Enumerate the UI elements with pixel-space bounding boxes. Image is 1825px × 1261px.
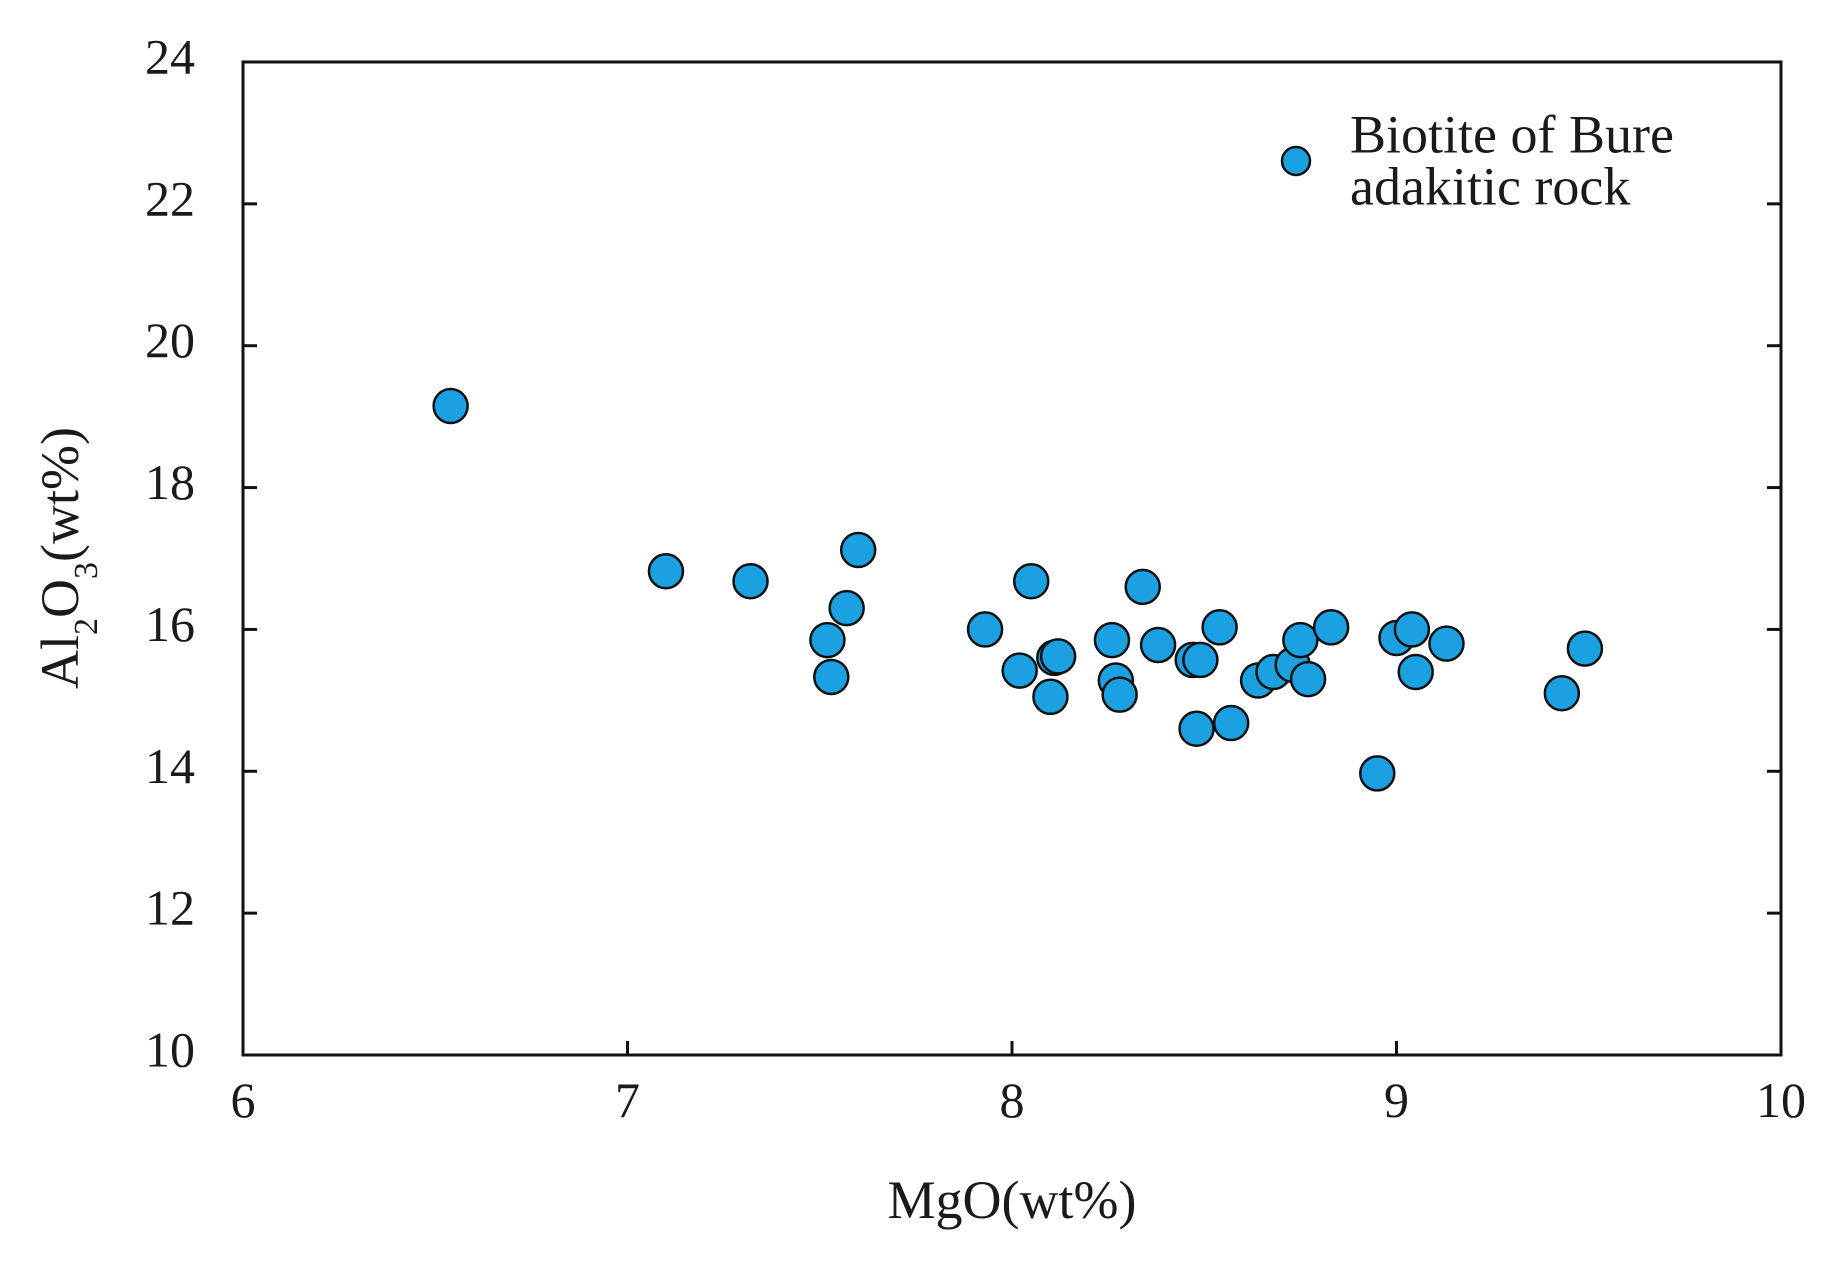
data-point (966, 611, 1004, 648)
data-point (647, 553, 685, 590)
data-point (1282, 621, 1319, 659)
y-tick-label: 16 (145, 596, 195, 652)
data-point (809, 621, 846, 659)
x-axis-ticks: 6 7 8 9 10 (231, 1041, 1806, 1128)
legend-label-line-1: Biotite of Bure (1350, 104, 1674, 164)
x-tick-label: 6 (231, 1072, 256, 1128)
y-tick-label: 10 (145, 1021, 195, 1077)
data-point (1139, 626, 1177, 664)
data-point (1312, 609, 1350, 646)
data-point (1032, 678, 1069, 716)
data-point (1212, 704, 1250, 742)
y-tick-label: 20 (145, 312, 195, 368)
data-point (1101, 676, 1138, 713)
data-point (839, 531, 877, 569)
data-point (1201, 609, 1238, 646)
data-point (1178, 710, 1215, 747)
legend: Biotite of Bure adakitic rock (1280, 104, 1674, 216)
y-tick-label: 14 (145, 738, 195, 794)
data-point (1289, 660, 1327, 698)
data-point (1039, 638, 1077, 675)
y-axis-title: Al2O3(wt%) (30, 427, 105, 689)
y-tick-label: 22 (145, 170, 195, 226)
x-axis-title: MgO(wt%) (888, 1170, 1137, 1230)
data-point (1543, 675, 1581, 712)
data-point (1397, 653, 1434, 691)
data-points (432, 387, 1604, 792)
data-point (732, 562, 769, 600)
data-point (813, 658, 850, 696)
x-tick-label: 7 (615, 1072, 640, 1128)
data-point (1093, 621, 1131, 659)
data-point (1393, 611, 1431, 648)
y-tick-label: 12 (145, 880, 195, 936)
data-point (1428, 625, 1465, 662)
y-axis-ticks: 10 12 14 16 18 20 22 24 (145, 28, 1781, 1077)
legend-marker (1280, 145, 1312, 177)
y-tick-label: 18 (145, 454, 195, 510)
legend-label-line-2: adakitic rock (1350, 156, 1630, 216)
data-point (1359, 755, 1396, 792)
y-tick-label: 24 (145, 28, 195, 84)
data-point (1001, 652, 1038, 689)
data-point (432, 387, 469, 425)
data-point (1124, 568, 1161, 606)
data-point (1182, 641, 1219, 679)
data-point (1012, 562, 1050, 600)
data-point (1566, 630, 1604, 667)
data-point (828, 589, 865, 627)
x-tick-label: 10 (1756, 1072, 1806, 1128)
x-tick-label: 8 (1000, 1072, 1025, 1128)
x-tick-label: 9 (1384, 1072, 1409, 1128)
